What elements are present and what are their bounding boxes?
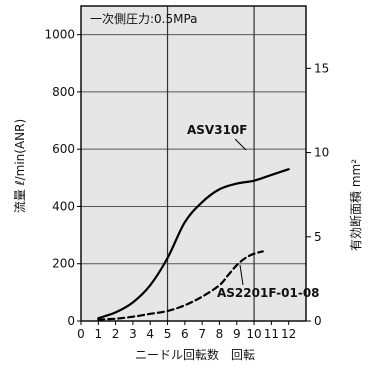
x-tick-label: 1 (94, 327, 102, 341)
plot-background (81, 6, 306, 321)
x-tick-label: 7 (198, 327, 206, 341)
y-tick-label: 400 (52, 199, 75, 213)
pressure-annotation: 一次側圧力:0.5MPa (90, 12, 198, 26)
x-tick-label: 4 (146, 327, 154, 341)
y-tick-label: 200 (52, 257, 75, 271)
y-tick-labels: 0 200 400 600 800 1000 (44, 28, 81, 328)
grid-lines-vertical (166, 6, 255, 321)
y2-tick-label: 5 (314, 230, 322, 244)
x-tick-label: 12 (281, 327, 296, 341)
series-leader-as2201f (239, 264, 244, 286)
y-tick-label: 800 (52, 85, 75, 99)
y2-tick-label: 15 (314, 61, 329, 75)
series-label-asv310f: ASV310F (187, 123, 247, 137)
y-tick-label: 600 (52, 142, 75, 156)
series-group (97, 168, 290, 321)
y-tick-label: 1000 (44, 28, 75, 42)
series-line-as2201f (97, 250, 264, 321)
series-label-as2201f: AS2201F-01-08 (217, 286, 320, 300)
y2-tick-labels: 0 5 10 15 (306, 61, 329, 328)
y2-tick-label: 10 (314, 146, 329, 160)
x-tick-label: 9 (233, 327, 241, 341)
x-tick-label: 5 (164, 327, 172, 341)
grid-lines-horizontal (81, 34, 306, 265)
y2-axis-title: 有効断面積 mm² (348, 159, 363, 251)
y-tick-label: 0 (67, 314, 75, 328)
x-tick-label: 2 (112, 327, 120, 341)
x-tick-label: 0 (77, 327, 85, 341)
series-line-asv310f (97, 168, 290, 320)
series-leader-asv310f (234, 138, 247, 151)
x-tick-labels: 0 1 2 3 4 5 6 7 8 9 10 11 12 (77, 321, 296, 341)
x-axis-title: ニードル回転数 回転 (135, 347, 255, 362)
x-tick-label: 6 (181, 327, 189, 341)
x-tick-label: 8 (216, 327, 224, 341)
y-axis-title: 流量 ℓ/min(ANR) (13, 119, 27, 213)
plot-frame (80, 5, 307, 322)
x-tick-label: 10 (246, 327, 261, 341)
y2-tick-label: 0 (314, 314, 322, 328)
x-tick-label: 11 (264, 327, 279, 341)
x-tick-label: 3 (129, 327, 137, 341)
